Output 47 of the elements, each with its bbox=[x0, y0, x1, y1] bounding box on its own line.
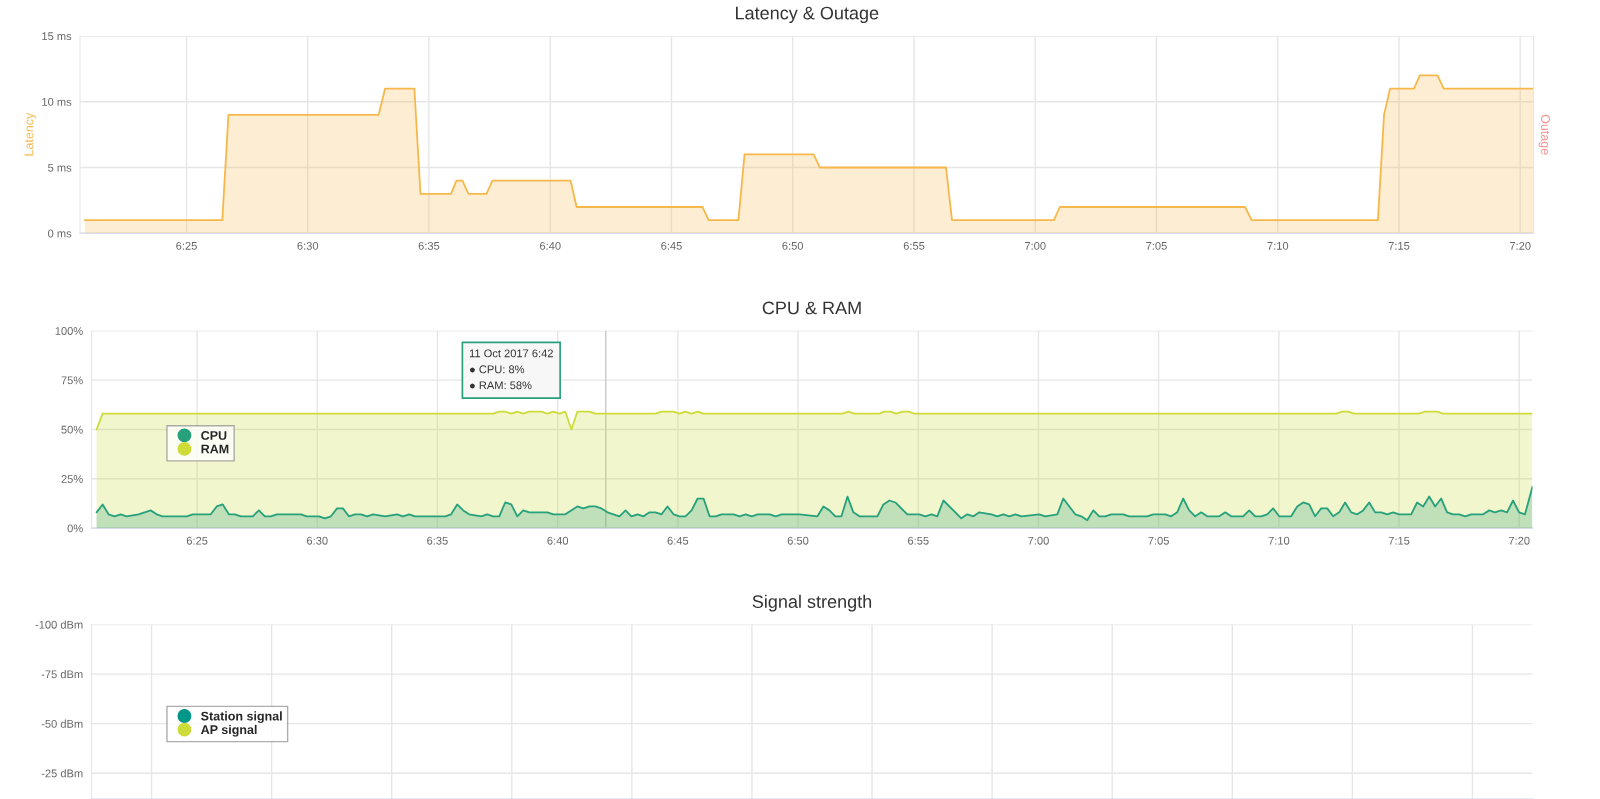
x-tick-label: 7:00 bbox=[1028, 536, 1049, 545]
y2-axis-title: Outage bbox=[1538, 114, 1550, 155]
annotation: 11 Oct 2017 6:42 ● CPU: 8% ● RAM: 58% bbox=[469, 349, 553, 390]
x-tick-label: 6:55 bbox=[903, 241, 925, 250]
x-tick-label: 6:35 bbox=[418, 241, 440, 250]
x-tick-label: 6:50 bbox=[787, 536, 809, 545]
x-tick-label: 6:40 bbox=[547, 536, 569, 545]
x-tick-label: 7:15 bbox=[1388, 536, 1410, 545]
x-tick-label: 7:10 bbox=[1268, 536, 1290, 545]
x-tick-label: 6:30 bbox=[307, 536, 328, 545]
y-tick-label: -75 dBm bbox=[41, 670, 83, 679]
y-tick-label: 5 ms bbox=[48, 163, 72, 172]
y-tick-label: -25 dBm bbox=[41, 769, 83, 778]
y-tick-label: -100 dBm bbox=[35, 620, 83, 629]
x-tick-label: 6:40 bbox=[540, 241, 561, 250]
y-tick-label: 100% bbox=[55, 327, 83, 335]
y-tick-label: 75% bbox=[61, 376, 83, 385]
y-tick-label: 15 ms bbox=[42, 32, 72, 41]
x-tick-label: 7:10 bbox=[1267, 241, 1289, 250]
legend-label: RAM bbox=[201, 444, 229, 454]
legend-label: AP signal bbox=[201, 724, 257, 737]
chart-title: Latency & Outage bbox=[736, 6, 879, 24]
y-tick-label: 25% bbox=[61, 475, 83, 483]
chart-title: Signal strength bbox=[752, 594, 872, 612]
y-tick-label: 0% bbox=[67, 524, 83, 533]
y-axis-title: Latency bbox=[24, 112, 36, 156]
y-tick-label: 0 ms bbox=[48, 229, 72, 238]
y-tick-label: -50 dBm bbox=[41, 719, 83, 728]
x-tick-label: 6:45 bbox=[667, 536, 689, 545]
x-tick-label: 7:20 bbox=[1509, 241, 1531, 250]
legend-label: Station signal bbox=[201, 711, 282, 724]
y-tick-label: 50% bbox=[61, 425, 83, 434]
x-tick-label: 6:25 bbox=[176, 241, 197, 250]
x-tick-label: 7:15 bbox=[1388, 242, 1410, 250]
x-tick-label: 7:05 bbox=[1148, 536, 1169, 545]
legend-label: CPU bbox=[201, 431, 227, 440]
x-tick-label: 6:55 bbox=[908, 536, 929, 545]
x-tick-label: 7:00 bbox=[1025, 241, 1046, 250]
x-tick-label: 6:30 bbox=[297, 241, 319, 250]
x-tick-label: 6:35 bbox=[427, 536, 448, 545]
x-tick-label: 7:05 bbox=[1146, 241, 1167, 250]
y-tick-label: 10 ms bbox=[42, 98, 72, 106]
x-tick-label: 7:20 bbox=[1508, 536, 1530, 545]
x-tick-label: 6:45 bbox=[661, 241, 682, 250]
chart-title: CPU & RAM bbox=[762, 301, 861, 315]
x-tick-label: 6:50 bbox=[782, 241, 804, 250]
x-tick-label: 6:25 bbox=[186, 536, 208, 545]
